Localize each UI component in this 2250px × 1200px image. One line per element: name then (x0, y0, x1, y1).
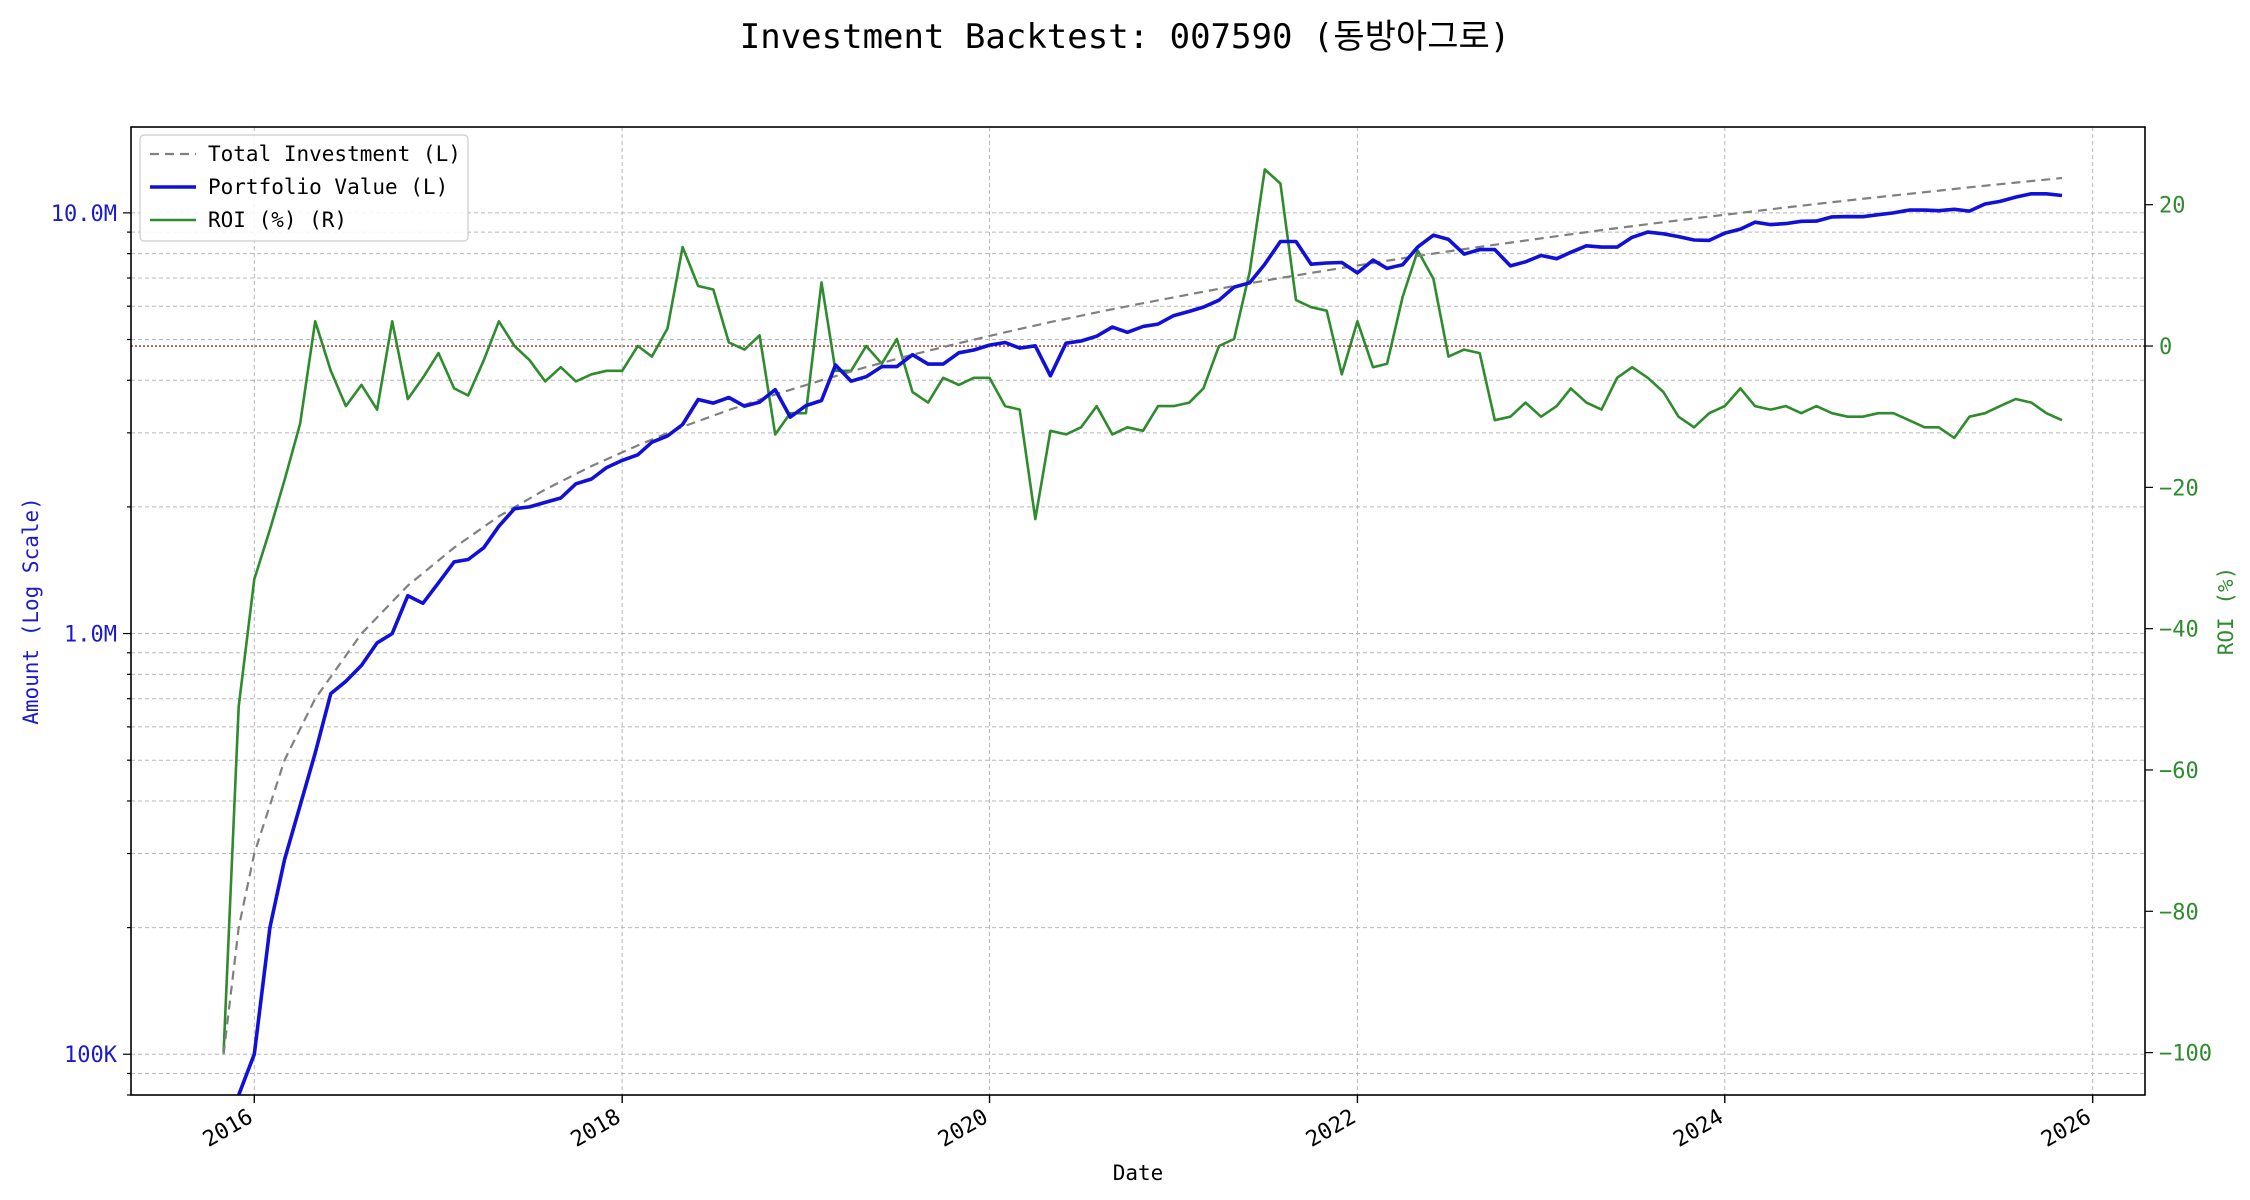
y-right-tick-label: −80 (2159, 900, 2199, 925)
y-right-axis: −100 −80 −60 −40 −20 0 20 (2145, 194, 2212, 1067)
grid (131, 127, 2145, 1096)
y-left-tick-label: 1.0M (64, 623, 117, 648)
legend-label-portfolio-value: Portfolio Value (L) (208, 175, 448, 199)
x-tick-label: 2016 (199, 1105, 257, 1153)
y-left-axis-label: Amount (Log Scale) (19, 497, 43, 725)
x-tick-label: 2026 (2037, 1105, 2095, 1153)
y-right-tick-label: −100 (2159, 1042, 2212, 1067)
legend: Total Investment (L) Portfolio Value (L)… (139, 134, 469, 242)
y-left-tick-label: 100K (64, 1043, 118, 1068)
x-axis-label: Date (1113, 1161, 1164, 1185)
legend-label-roi: ROI (%) (R) (208, 208, 347, 232)
series-roi (222, 168, 2063, 1053)
chart-title: Investment Backtest: 007590 (동방아그로) (740, 17, 1511, 57)
legend-label-total-investment: Total Investment (L) (208, 142, 461, 166)
y-left-tick-label: 10.0M (51, 202, 117, 227)
x-tick-label: 2020 (934, 1105, 992, 1153)
x-tick-label: 2018 (567, 1105, 625, 1153)
y-right-tick-label: −40 (2159, 618, 2199, 643)
y-right-axis-label: ROI (%) (2214, 567, 2238, 656)
y-right-tick-label: 0 (2159, 335, 2172, 360)
y-right-tick-label: 20 (2159, 194, 2186, 219)
x-tick-label: 2024 (1669, 1105, 1727, 1153)
series-portfolio-value (237, 192, 2063, 1095)
plot-frame (130, 126, 2146, 1096)
plot-series-group (131, 168, 2145, 1095)
legend-box (139, 134, 469, 242)
y-right-tick-label: −20 (2159, 476, 2199, 501)
plot-area (131, 168, 2145, 1095)
x-axis: 2016 2018 2020 2022 2024 2026 (199, 1095, 2096, 1153)
x-tick-label: 2022 (1302, 1105, 1360, 1153)
y-left-axis: 100K 1.0M 10.0M (51, 202, 131, 1096)
y-right-tick-label: −60 (2159, 759, 2199, 784)
series-total-investment (222, 176, 2063, 1055)
